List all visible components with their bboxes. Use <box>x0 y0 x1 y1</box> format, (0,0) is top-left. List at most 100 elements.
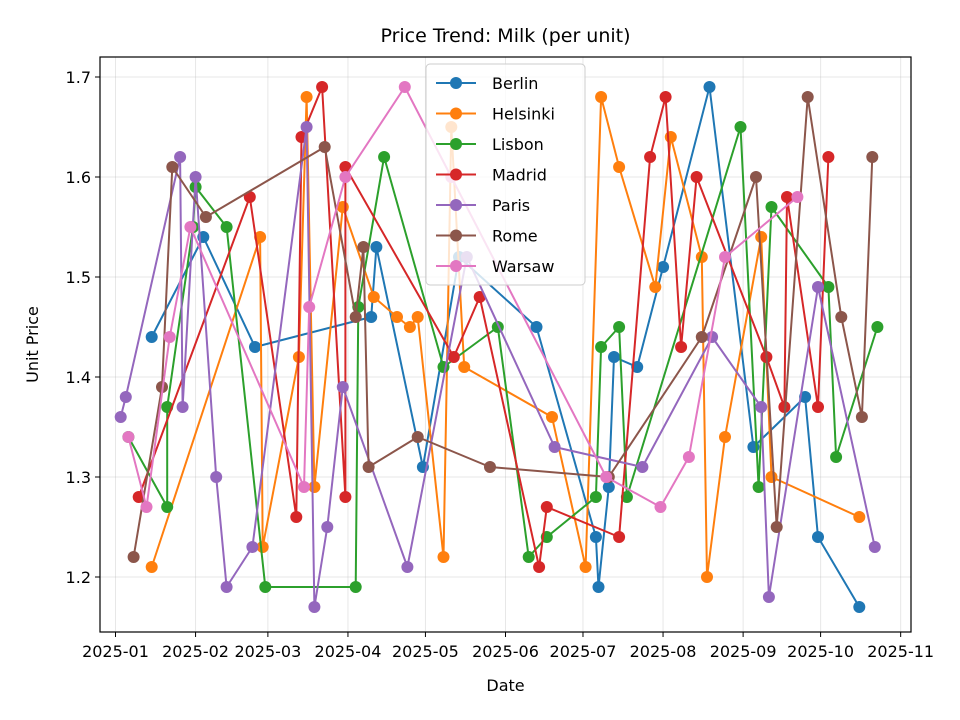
data-point-lisbon <box>378 151 391 163</box>
data-point-warsaw <box>398 81 411 93</box>
legend-swatch-marker <box>450 199 462 211</box>
data-point-madrid <box>473 291 486 303</box>
data-point-madrid <box>339 161 352 173</box>
data-point-madrid <box>540 501 553 513</box>
data-point-berlin <box>799 391 812 403</box>
x-tick-label: 2025-11 <box>867 642 934 661</box>
data-point-berlin <box>365 311 378 323</box>
data-point-helsinki <box>755 231 768 243</box>
series-warsaw <box>122 81 804 513</box>
data-point-warsaw <box>719 251 731 263</box>
legend-item-rome: Rome <box>436 227 538 246</box>
data-point-lisbon <box>349 581 362 593</box>
y-tick-label: 1.4 <box>66 368 91 387</box>
legend-label: Madrid <box>492 166 547 185</box>
data-point-rome <box>484 461 496 473</box>
data-point-rome <box>127 551 140 563</box>
y-axis: 1.2 1.3 1.4 1.5 1.6 1.7 <box>66 68 100 587</box>
data-point-madrid <box>290 511 303 523</box>
data-point-rome <box>695 331 708 343</box>
data-point-helsinki <box>664 131 677 143</box>
legend-item-helsinki: Helsinki <box>436 105 555 124</box>
data-point-helsinki <box>437 551 450 563</box>
data-point-helsinki <box>254 231 267 243</box>
legend-swatch-marker <box>450 168 462 181</box>
data-point-helsinki <box>300 91 313 103</box>
data-point-helsinki <box>765 471 778 483</box>
data-point-lisbon <box>765 201 778 213</box>
y-tick-label: 1.6 <box>66 168 91 187</box>
data-point-berlin <box>370 241 383 253</box>
data-point-madrid <box>132 491 145 503</box>
data-point-rome <box>770 521 783 533</box>
data-point-rome <box>199 211 212 223</box>
data-point-helsinki <box>853 511 866 523</box>
x-tick-label: 2025-02 <box>162 642 229 661</box>
data-point-paris <box>321 521 334 533</box>
data-point-rome <box>411 431 424 443</box>
x-tick-label: 2025-08 <box>630 642 697 661</box>
legend-label: Paris <box>492 196 530 215</box>
data-point-madrid <box>447 351 460 363</box>
data-point-paris <box>308 601 321 613</box>
x-axis-label: Date <box>486 676 524 695</box>
legend-swatch-marker <box>450 77 462 89</box>
legend-item-madrid: Madrid <box>436 166 547 185</box>
data-point-warsaw <box>122 431 135 443</box>
legend-label: Warsaw <box>492 257 554 276</box>
data-point-helsinki <box>613 161 626 173</box>
data-point-helsinki <box>719 431 731 443</box>
data-point-helsinki <box>649 281 662 293</box>
data-point-helsinki <box>458 361 471 373</box>
data-point-madrid <box>659 91 672 103</box>
data-point-lisbon <box>830 451 843 463</box>
data-point-warsaw <box>140 501 153 513</box>
data-point-rome <box>166 161 179 173</box>
data-point-rome <box>801 91 814 103</box>
data-point-paris <box>762 591 775 603</box>
legend-label: Helsinki <box>492 105 555 124</box>
legend-label: Berlin <box>492 74 538 93</box>
data-point-warsaw <box>654 501 667 513</box>
data-point-paris <box>119 391 132 403</box>
data-point-helsinki <box>367 291 380 303</box>
data-point-berlin <box>145 331 158 343</box>
data-point-madrid <box>339 491 352 503</box>
x-tick-label: 2025-10 <box>787 642 854 661</box>
data-point-warsaw <box>600 471 613 483</box>
data-point-rome <box>866 151 879 163</box>
data-point-madrid <box>644 151 657 163</box>
data-point-lisbon <box>734 121 747 133</box>
data-point-paris <box>300 121 313 133</box>
data-point-berlin <box>592 581 605 593</box>
data-point-helsinki <box>546 411 558 423</box>
data-point-rome <box>318 141 331 153</box>
x-tick-label: 2025-03 <box>234 642 301 661</box>
x-tick-label: 2025-06 <box>472 642 539 661</box>
data-point-madrid <box>533 561 546 573</box>
legend-box <box>425 63 586 286</box>
y-tick-label: 1.7 <box>66 68 91 87</box>
data-point-berlin <box>530 321 543 333</box>
data-point-paris <box>636 461 649 473</box>
data-point-paris <box>210 471 223 483</box>
y-tick-label: 1.2 <box>66 568 91 587</box>
data-point-paris <box>246 541 259 553</box>
data-point-lisbon <box>437 361 450 373</box>
data-point-paris <box>176 401 189 413</box>
series-line-warsaw <box>127 86 799 508</box>
data-point-rome <box>357 241 370 253</box>
data-point-warsaw <box>303 301 316 313</box>
data-point-lisbon <box>522 551 535 563</box>
data-point-lisbon <box>871 321 884 333</box>
data-point-paris <box>401 561 414 573</box>
data-point-helsinki <box>579 561 592 573</box>
x-tick-label: 2025-05 <box>392 642 459 661</box>
data-point-lisbon <box>620 491 633 503</box>
data-point-madrid <box>675 341 688 353</box>
x-tick-label: 2025-04 <box>315 642 382 661</box>
data-point-rome <box>855 411 868 423</box>
legend-item-berlin: Berlin <box>436 74 538 93</box>
data-point-warsaw <box>184 221 197 233</box>
